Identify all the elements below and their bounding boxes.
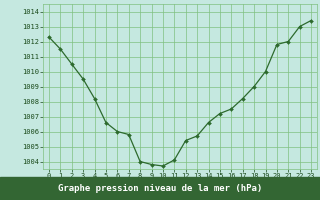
- Text: Graphe pression niveau de la mer (hPa): Graphe pression niveau de la mer (hPa): [58, 184, 262, 193]
